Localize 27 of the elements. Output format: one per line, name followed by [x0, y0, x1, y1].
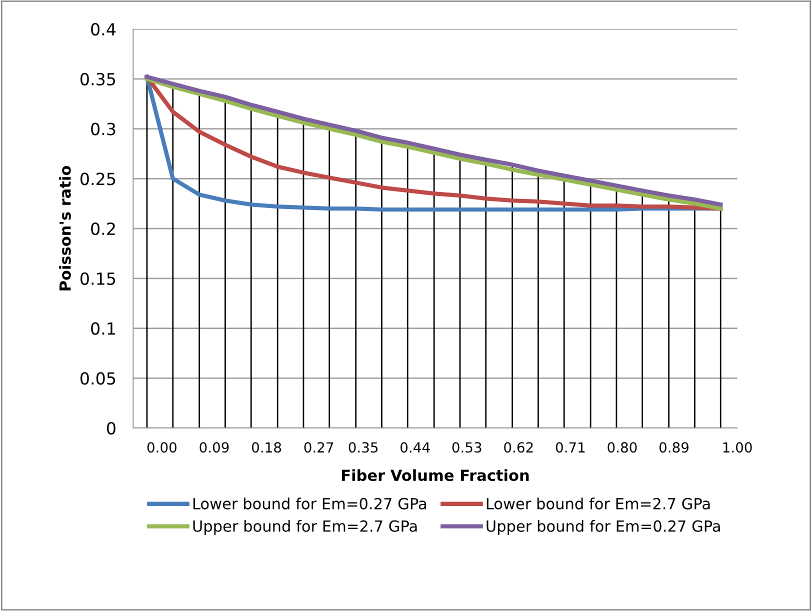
- x-tick-label: 0.80: [608, 442, 637, 453]
- legend-label: Lower bound for Em=2.7 GPa: [486, 498, 710, 510]
- y-tick-label: 0.3: [91, 122, 116, 136]
- legend-label: Lower bound for Em=0.27 GPa: [193, 498, 426, 510]
- x-axis-title: Fiber Volume Fraction: [342, 469, 529, 482]
- x-tick-label: 0.09: [200, 442, 229, 453]
- y-tick-label: 0: [106, 422, 116, 435]
- x-tick-label: 0.44: [400, 442, 430, 453]
- x-tick-label: 0.89: [659, 442, 688, 453]
- y-tick-label: 0.1: [91, 322, 115, 335]
- legend-label: Upper bound for Em=0.27 GPa: [486, 520, 720, 535]
- y-tick-label: 0.15: [80, 272, 116, 285]
- x-tick-label: 0.62: [504, 442, 533, 453]
- y-tick-label: 0.35: [80, 72, 116, 86]
- x-tick-label: 0.53: [452, 442, 482, 453]
- x-tick-label: 0.35: [348, 442, 378, 453]
- y-tick-label: 0.4: [91, 22, 116, 36]
- x-tick-label: 0.00: [147, 442, 176, 453]
- x-tick-label: 1.00: [723, 442, 752, 453]
- x-tick-label: 0.71: [556, 442, 585, 453]
- y-tick-label: 0.25: [80, 172, 116, 186]
- y-tick-label: 0.05: [80, 372, 116, 385]
- y-axis-title: Poisson's ratio: [59, 166, 71, 290]
- x-tick-label: 0.27: [304, 442, 334, 453]
- x-tick-label: 0.18: [252, 442, 282, 453]
- legend-label: Upper bound for Em=2.7 GPa: [193, 520, 417, 535]
- y-tick-label: 0.2: [91, 222, 115, 236]
